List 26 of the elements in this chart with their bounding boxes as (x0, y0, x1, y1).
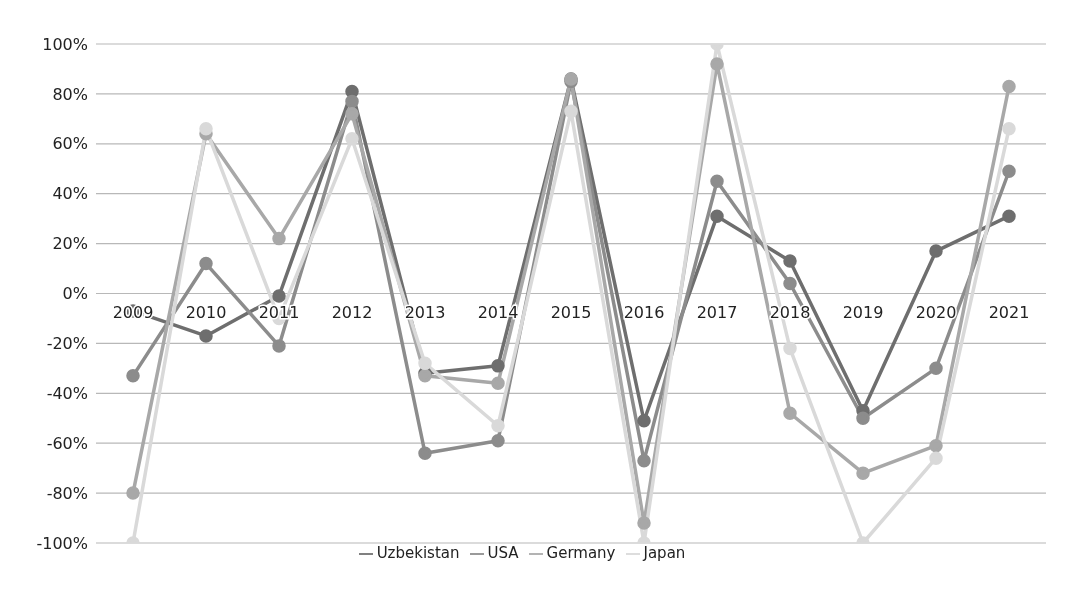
x-tick-label: 2012 (331, 302, 373, 322)
y-tick-label: -60% (46, 433, 88, 453)
y-tick-label: -20% (46, 334, 88, 354)
x-tick-label: 2011 (258, 302, 300, 322)
y-tick-label: 100% (42, 34, 88, 54)
x-tick-label: 2018 (769, 302, 811, 322)
y-tick-label: -80% (46, 483, 88, 503)
x-tick-label: 2013 (404, 302, 446, 322)
x-tick-label: 2016 (623, 302, 665, 322)
legend-label: Japan (643, 544, 686, 562)
x-tick-label: 2010 (185, 302, 227, 322)
y-tick-label: 80% (52, 84, 88, 104)
x-tick-label: 2020 (915, 302, 957, 322)
y-tick-label: 0% (62, 284, 88, 304)
y-tick-label: -100% (36, 533, 88, 553)
x-tick-label: 2017 (696, 302, 738, 322)
x-tick-label: 2015 (550, 302, 592, 322)
legend-label: USA (487, 544, 519, 562)
x-tick-label: 2019 (842, 302, 884, 322)
x-tick-label: 2021 (988, 302, 1030, 322)
y-tick-label: 40% (52, 184, 88, 204)
y-tick-label: 60% (52, 134, 88, 154)
y-tick-label: -40% (46, 383, 88, 403)
legend-label: Uzbekistan (376, 544, 460, 562)
legend-label: Germany (546, 544, 616, 562)
y-tick-label: 20% (52, 234, 88, 254)
